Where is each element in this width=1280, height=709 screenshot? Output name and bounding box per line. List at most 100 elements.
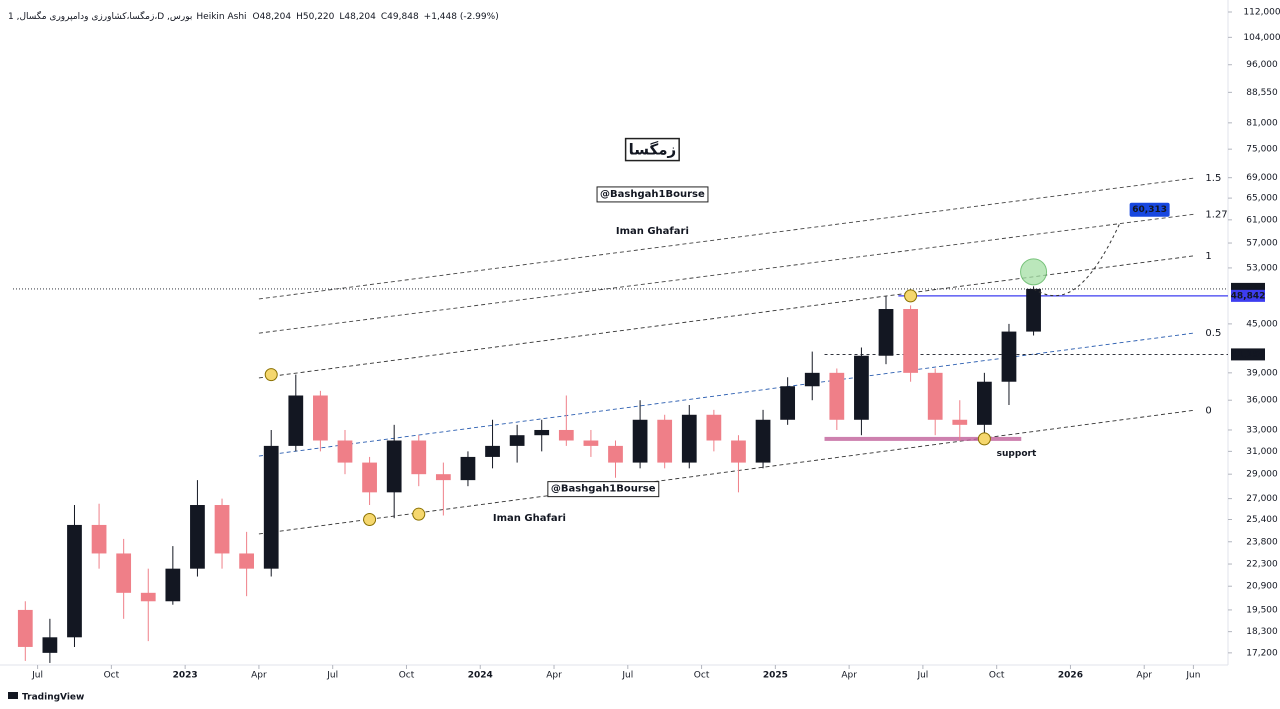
- change: +1,448 (-2.99%): [424, 12, 499, 22]
- channel-label: 1: [1205, 251, 1211, 262]
- candle-body: [337, 440, 353, 463]
- x-tick-label: Jul: [31, 671, 43, 681]
- candle-body: [435, 474, 451, 481]
- y-tick-label: 39,000: [1246, 368, 1278, 378]
- candle-body: [608, 445, 623, 463]
- candle-body: [681, 414, 697, 463]
- y-tick-label: 57,000: [1246, 239, 1278, 249]
- annotation-box: [547, 481, 660, 498]
- candle-body: [952, 419, 968, 425]
- chart-header: 1 ,زمگسا،کشاورزی ودامپروری مگسال،D ,بورس…: [8, 10, 499, 22]
- y-tick-label: 33,000: [1246, 425, 1278, 435]
- channel-line: [258, 332, 1194, 457]
- channel-line: [258, 177, 1194, 300]
- tradingview-logo: TradingView: [8, 692, 84, 703]
- target-box: [1129, 202, 1170, 217]
- candle-body: [977, 381, 992, 425]
- projection: [1033, 223, 1121, 297]
- candle-body: [731, 440, 746, 463]
- channel-label: 1.5: [1205, 173, 1221, 184]
- y-tick-label: 69,000: [1246, 173, 1278, 183]
- candle-body: [1026, 288, 1041, 332]
- ohlc-close: C49,848: [381, 12, 419, 22]
- price-label: 49,848: [1231, 284, 1266, 294]
- x-tick-label: 2026: [1058, 671, 1083, 681]
- candle-body: [878, 309, 894, 356]
- candle-body: [313, 395, 328, 441]
- y-tick-label: 96,000: [1246, 60, 1278, 70]
- candle-body: [190, 505, 205, 569]
- x-tick-label: Jul: [916, 671, 928, 681]
- axes: 112,000 104,000 96,000 88,550 81,000 75,000 69…: [31, 8, 1280, 681]
- candle-body: [583, 440, 599, 446]
- candle-body: [534, 429, 550, 436]
- channel-line: [258, 213, 1194, 334]
- brand: TradingView: [22, 693, 84, 703]
- annotation-box: [624, 137, 680, 162]
- annotation: Iman Ghafari: [493, 513, 566, 524]
- channel-line: [258, 255, 1194, 379]
- candle-body: [903, 309, 918, 373]
- price-label-box: [1231, 289, 1265, 302]
- y-tick-label: 23,800: [1246, 537, 1278, 547]
- y-tick-label: 17,200: [1246, 648, 1278, 658]
- x-tick-label: Jul: [621, 671, 633, 681]
- candle-body: [1001, 331, 1017, 382]
- x-tick-label: Oct: [694, 671, 710, 681]
- candle-body: [239, 553, 254, 569]
- target-label: 60,313: [1132, 205, 1167, 215]
- x-tick-label: Jun: [1185, 671, 1200, 681]
- candle-body: [485, 445, 500, 457]
- candle-body: [706, 414, 722, 441]
- support-zone: [824, 436, 1022, 441]
- candle-body: [755, 419, 771, 463]
- ohlc-low: L48,204: [339, 12, 376, 22]
- price-label-box: [1231, 348, 1265, 361]
- y-tick-label: 36,000: [1246, 396, 1278, 406]
- candle-body: [362, 462, 377, 493]
- y-tick-label: 27,000: [1246, 494, 1278, 504]
- x-tick-label: Apr: [1136, 671, 1152, 681]
- y-tick-label: 61,000: [1246, 215, 1278, 225]
- candle-body: [91, 524, 107, 554]
- support-label: support: [997, 449, 1037, 459]
- y-tick-label: 31,000: [1246, 447, 1278, 457]
- x-tick-label: Apr: [251, 671, 267, 681]
- candle-body: [509, 435, 525, 446]
- candle-body: [460, 456, 476, 481]
- channel-label: 1.27: [1205, 209, 1227, 220]
- candle-body: [558, 429, 574, 441]
- channel-label: 0.5: [1205, 328, 1221, 339]
- x-tick-label: 2025: [763, 671, 788, 681]
- candle-body: [632, 419, 648, 463]
- x-tick-label: Jul: [326, 671, 338, 681]
- candle-body: [140, 592, 156, 602]
- candle-body: [927, 372, 943, 420]
- annotation: @Bashgah1Bourse: [551, 484, 656, 495]
- y-tick-label: 45,000: [1246, 319, 1278, 329]
- candle-body: [17, 609, 33, 647]
- candle-body: [214, 505, 230, 554]
- y-tick-label: 75,000: [1246, 145, 1278, 155]
- annotation: زمگسا: [629, 141, 677, 159]
- candle-body: [67, 524, 82, 638]
- candle-body: [288, 395, 304, 446]
- chart-style: Heikin Ashi: [196, 12, 246, 22]
- y-tick-label: 18,300: [1246, 627, 1278, 637]
- y-tick-label: 22,300: [1246, 560, 1278, 570]
- x-tick-label: 2023: [173, 671, 198, 681]
- candle-body: [804, 372, 820, 387]
- x-tick-label: Apr: [841, 671, 857, 681]
- annotation: Iman Ghafari: [616, 226, 689, 237]
- candle-body: [411, 440, 427, 475]
- symbol: 1 ,زمگسا،کشاورزی ودامپروری مگسال،D ,بورس: [8, 10, 192, 22]
- candle-body: [386, 440, 402, 493]
- candle-body: [780, 386, 796, 420]
- x-tick-label: Apr: [546, 671, 562, 681]
- pivot-marker: [412, 507, 426, 521]
- y-tick-label: 20,900: [1246, 582, 1278, 592]
- pivot-marker: [1020, 258, 1048, 286]
- price-label: 48,842: [1231, 291, 1266, 301]
